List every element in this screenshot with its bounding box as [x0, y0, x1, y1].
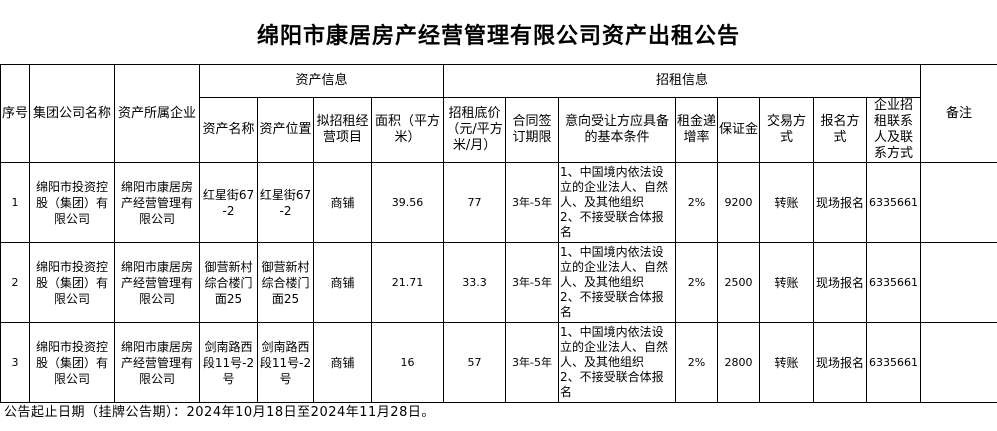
cell-group: 绵阳市投资控股（集团）有限公司	[29, 162, 115, 243]
page-title: 绵阳市康居房产经营管理有限公司资产出租公告	[256, 24, 740, 49]
header-group: 集团公司名称	[29, 64, 115, 163]
cell-asset-name: 红星街67-2	[199, 162, 258, 243]
cell-deposit: 9200	[717, 162, 761, 243]
cell-contact: 6335661	[866, 242, 922, 323]
cell-business: 商铺	[313, 242, 372, 323]
cell-asset-name: 御营新村综合楼门面25	[199, 242, 258, 323]
cell-remarks	[920, 162, 997, 243]
header-increase: 租金递增率	[675, 97, 719, 163]
cell-seq: 3	[0, 322, 30, 403]
cell-asset-location: 御营新村综合楼门面25	[257, 242, 314, 323]
header-asset-name: 资产名称	[199, 97, 258, 163]
cell-group: 绵阳市投资控股（集团）有限公司	[29, 322, 115, 403]
header-trade: 交易方式	[759, 97, 815, 163]
cell-area: 39.56	[370, 162, 445, 243]
cell-signup: 现场报名	[813, 322, 868, 403]
cell-trade: 转账	[759, 322, 815, 403]
header-base-price: 招租底价（元/平方米/月）	[443, 97, 507, 163]
cell-deposit: 2500	[717, 242, 761, 323]
cell-remarks	[920, 242, 997, 323]
asset-lease-table: 序号 集团公司名称 资产所属企业 资产信息 招租信息 备注 资产名称 资产位置 …	[0, 64, 997, 403]
cell-increase: 2%	[675, 242, 719, 323]
header-remarks: 备注	[920, 64, 997, 163]
header-asset-info: 资产信息	[198, 64, 445, 98]
header-owner: 资产所属企业	[114, 64, 200, 163]
cell-base-price: 77	[443, 162, 507, 243]
announcement-period: 公告起止日期（挂牌公告期）：2024年10月18日至2024年11月28日。	[4, 405, 435, 420]
cell-deposit: 2800	[717, 322, 761, 403]
cell-owner: 绵阳市康居房产经营管理有限公司	[114, 162, 200, 243]
cell-signup: 现场报名	[813, 242, 868, 323]
cell-increase: 2%	[675, 162, 719, 243]
cell-owner: 绵阳市康居房产经营管理有限公司	[114, 322, 200, 403]
header-lease-info: 招租信息	[443, 64, 922, 98]
cell-conditions: 1、中国境内依法设立的企业法人、自然人、及其他组织 2、不接受联合体报名	[558, 242, 677, 323]
cell-seq: 2	[0, 242, 30, 323]
cell-area: 21.71	[370, 242, 445, 323]
cell-owner: 绵阳市康居房产经营管理有限公司	[114, 242, 200, 323]
table-row: 2 绵阳市投资控股（集团）有限公司 绵阳市康居房产经营管理有限公司 御营新村综合楼门面…	[0, 242, 997, 323]
cell-remarks	[920, 322, 997, 403]
header-seq: 序号	[0, 64, 30, 163]
cell-area: 16	[370, 322, 445, 403]
header-area: 面积（平方米）	[370, 97, 445, 163]
table-row: 1 绵阳市投资控股（集团）有限公司 绵阳市康居房产经营管理有限公司 红星街67-2 红星…	[0, 162, 997, 243]
header-business: 拟招租经营项目	[313, 97, 372, 163]
header-asset-location: 资产位置	[257, 97, 314, 163]
header-signup: 报名方式	[813, 97, 868, 163]
header-contact: 企业招租联系人及联系方式	[866, 97, 922, 163]
cell-term: 3年-5年	[505, 242, 560, 323]
cell-contact: 6335661	[866, 162, 922, 243]
cell-conditions: 1、中国境内依法设立的企业法人、自然人、及其他组织 2、不接受联合体报名	[558, 162, 677, 243]
cell-signup: 现场报名	[813, 162, 868, 243]
cell-business: 商铺	[313, 322, 372, 403]
cell-seq: 1	[0, 162, 30, 243]
cell-asset-name: 剑南路西段11号-2号	[199, 322, 258, 403]
cell-trade: 转账	[759, 162, 815, 243]
cell-asset-location: 红星街67-2	[257, 162, 314, 243]
table-row: 3 绵阳市投资控股（集团）有限公司 绵阳市康居房产经营管理有限公司 剑南路西段11号-…	[0, 322, 997, 403]
cell-conditions: 1、中国境内依法设立的企业法人、自然人、及其他组织 2、不接受联合体报名	[558, 322, 677, 403]
header-term: 合同签订期限	[505, 97, 560, 163]
cell-term: 3年-5年	[505, 322, 560, 403]
header-conditions: 意向受让方应具备的基本条件	[558, 97, 677, 163]
cell-term: 3年-5年	[505, 162, 560, 243]
cell-business: 商铺	[313, 162, 372, 243]
cell-base-price: 33.3	[443, 242, 507, 323]
cell-trade: 转账	[759, 242, 815, 323]
cell-contact: 6335661	[866, 322, 922, 403]
cell-asset-location: 剑南路西段11号-2号	[257, 322, 314, 403]
cell-increase: 2%	[675, 322, 719, 403]
header-deposit: 保证金	[717, 97, 761, 163]
cell-group: 绵阳市投资控股（集团）有限公司	[29, 242, 115, 323]
cell-base-price: 57	[443, 322, 507, 403]
